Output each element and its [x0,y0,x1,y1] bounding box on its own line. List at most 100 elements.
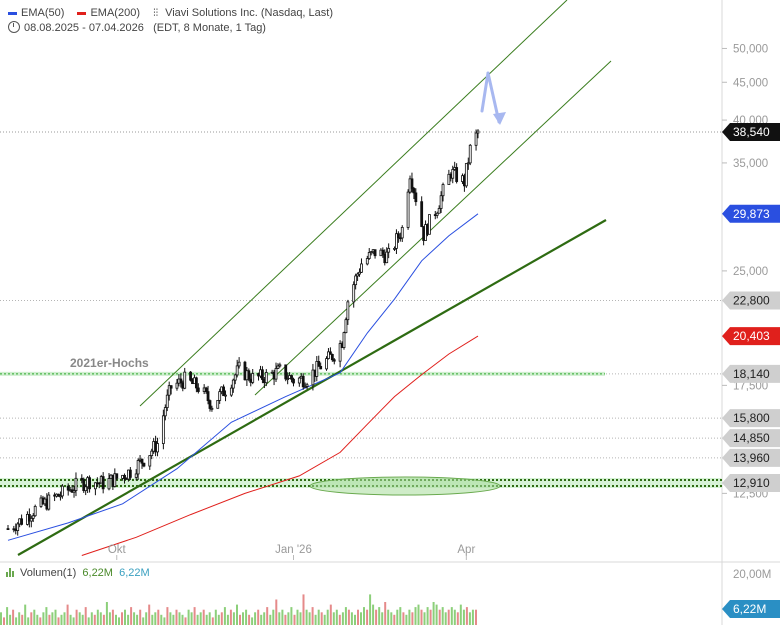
volume-bar [232,612,235,625]
candlestick-icon: ⫶⫶ [153,8,159,19]
candle-up [435,212,439,216]
volume-bar [3,617,5,625]
volume-bar [160,614,163,625]
instrument-name: Viavi Solutions Inc. (Nasdaq, Last) [165,7,334,19]
volume-bar [305,609,308,625]
volume-bar [6,607,9,625]
volume-bar [48,614,51,625]
price-tag-grey [722,291,780,310]
volume-bar [347,609,350,625]
legend-ema50[interactable]: EMA(50) [8,7,64,19]
volume-bar [354,614,356,625]
volume-bar [229,609,232,625]
volume-bar [39,617,42,625]
candle-down [6,528,10,531]
candle-up [342,332,346,348]
volume-bar [453,609,456,625]
x-tick-label: Jan '26 [275,544,312,556]
volume-bar [45,607,48,625]
candle-up [237,361,241,367]
volume-bar [369,594,372,625]
volume-last-tag-label: 6,22M [733,602,766,616]
volume-bar [450,607,453,625]
volume-bar [211,617,214,625]
candle-down [381,249,385,255]
candle-up [311,369,315,386]
candle-up [47,494,51,510]
volume-bar [148,604,151,625]
legend-instrument[interactable]: ⫶⫶ Viavi Solutions Inc. (Nasdaq, Last) [153,7,333,19]
candle-up [161,415,165,444]
volume-bar [363,607,365,625]
period-info: (EDT, 8 Monate, 1 Tag) [153,22,266,34]
candle-up [60,485,64,497]
volume-bar [468,612,471,625]
volume-bar [284,614,287,625]
volume-bar [51,612,54,625]
price-tag-label: 12,910 [733,476,770,490]
volume-bar [78,612,81,625]
volume-bar [139,609,142,625]
volume-bar [178,612,181,625]
projection-arrowhead [493,112,506,125]
candle-up [136,460,140,475]
volume-bar [432,602,435,625]
candle-up [286,378,290,380]
volume-bar [102,614,105,625]
volume-bar [66,604,69,625]
volume-bar [257,609,260,625]
volume-bar [42,612,45,625]
volume-bar [390,612,393,625]
candle-down [82,479,86,492]
candle-up [406,191,410,228]
volume-bar [226,614,229,625]
candle-down [396,233,400,239]
price-tag-grey [722,364,780,383]
volume-bar [9,614,12,625]
candle-down [317,361,321,367]
volume-bar [130,607,133,625]
candle-down [328,351,332,355]
volume-bar [169,612,172,625]
volume-bar [108,612,111,625]
volume-bar [302,594,305,625]
volume-bar [447,609,450,625]
candle-up [276,365,280,369]
legend-ema200[interactable]: EMA(200) [77,7,140,19]
volume-bar [151,614,154,625]
volume-bar [205,614,208,625]
volume-bar [181,614,184,625]
volume-bar [12,609,15,625]
price-tag-label: 22,800 [733,293,770,307]
candle-up [428,214,431,235]
candle-down [247,370,251,380]
volume-bar [72,617,75,625]
period-range: 08.08.2025 - 07.04.2026 [24,22,144,34]
volume-bar [75,609,78,625]
volume-bar [254,612,257,625]
candle-up [451,169,455,179]
volume-bar [57,617,60,625]
candle-up [395,233,398,249]
volume-bar [118,617,120,625]
channel-lower-line [254,60,612,396]
candle-down [101,476,105,490]
volume-bar [184,617,187,625]
candle-up [167,385,171,396]
volume-bar [166,607,169,625]
candle-up [327,351,330,359]
legend-ema200-label: EMA(200) [90,7,140,19]
volume-bar [115,614,117,625]
candle-up [437,208,441,214]
volume-bar [272,609,275,625]
volume-bar [33,609,36,625]
candle-down [196,387,200,392]
volume-bar [462,609,465,625]
volume-bar [69,614,72,625]
candle-up [264,372,268,384]
volume-value-alt: 6,22M [119,567,150,579]
price-tag-grey [722,448,780,467]
volume-bar [360,612,362,625]
